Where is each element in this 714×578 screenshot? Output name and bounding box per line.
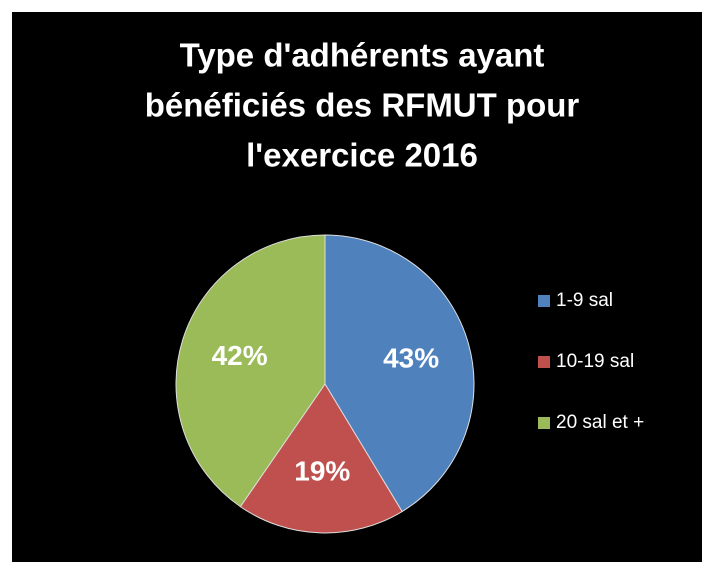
legend-swatch (538, 417, 550, 429)
chart-title: Type d'adhérents ayant (180, 37, 545, 74)
legend-swatch (538, 356, 550, 368)
data-label: 42% (212, 340, 268, 371)
chart-title: l'exercice 2016 (246, 137, 478, 174)
data-label: 43% (383, 342, 439, 373)
pie-slice (175, 234, 326, 508)
legend-label: 20 sal et + (556, 412, 644, 433)
legend-label: 1-9 sal (556, 290, 613, 311)
legend-swatch (538, 295, 550, 307)
legend-label: 10-19 sal (556, 351, 634, 372)
pie-slice (324, 234, 475, 513)
data-label: 19% (294, 456, 350, 487)
chart-title: bénéficiés des RFMUT pour (145, 87, 580, 124)
pie-slice (239, 383, 403, 534)
